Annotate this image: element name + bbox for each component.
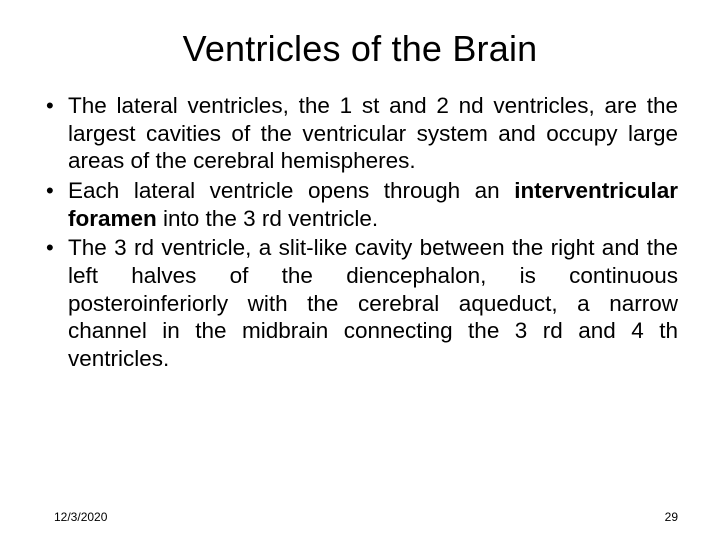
bullet-list: The lateral ventricles, the 1 st and 2 n… <box>42 92 678 373</box>
bullet-item: Each lateral ventricle opens through an … <box>42 177 678 232</box>
footer-page-number: 29 <box>665 510 678 524</box>
bullet-text: The lateral ventricles, the 1 st and 2 n… <box>68 93 678 173</box>
slide-container: Ventricles of the Brain The lateral vent… <box>0 0 720 540</box>
bullet-item: The lateral ventricles, the 1 st and 2 n… <box>42 92 678 175</box>
bullet-text-post: into the 3 rd ventricle. <box>157 206 378 231</box>
slide-footer: 12/3/2020 29 <box>0 510 720 524</box>
slide-title: Ventricles of the Brain <box>42 28 678 70</box>
footer-date: 12/3/2020 <box>54 510 107 524</box>
bullet-text: The 3 rd ventricle, a slit-like cavity b… <box>68 235 678 371</box>
bullet-item: The 3 rd ventricle, a slit-like cavity b… <box>42 234 678 372</box>
bullet-text: Each lateral ventricle opens through an <box>68 178 514 203</box>
